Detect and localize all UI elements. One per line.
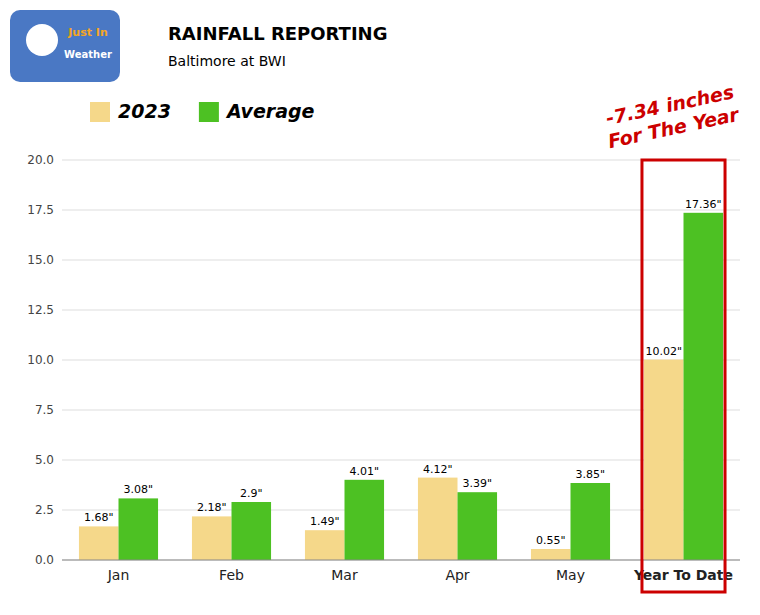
y-tick-label: 20.0	[27, 153, 54, 167]
y-tick-label: 0.0	[35, 553, 54, 567]
data-label: 0.55"	[536, 534, 566, 547]
data-label: 1.49"	[310, 515, 340, 528]
y-tick-label: 12.5	[27, 303, 54, 317]
grid-line	[62, 460, 740, 461]
x-tick-label: Apr	[445, 567, 469, 583]
data-label: 3.85"	[575, 468, 605, 481]
x-tick-label: Jan	[107, 567, 130, 583]
bars	[79, 213, 723, 560]
x-tick-label: Year To Date	[633, 567, 733, 583]
y-tick-label: 5.0	[35, 453, 54, 467]
logo-icon	[26, 24, 58, 56]
logo-text: Just In	[67, 26, 107, 39]
annotation-line: For The Year	[606, 103, 742, 152]
logo: Just In Weather	[10, 10, 120, 82]
bar	[458, 492, 498, 560]
data-label: 17.36"	[685, 198, 722, 211]
grid-line	[62, 560, 740, 561]
legend-label: 2023	[118, 100, 171, 122]
y-tick-label: 2.5	[35, 503, 54, 517]
chart: Just In Weather RAINFALL REPORTING Baltimor…	[0, 0, 760, 615]
data-label: 2.9"	[240, 487, 263, 500]
bar	[119, 498, 159, 560]
y-tick-label: 17.5	[27, 203, 54, 217]
grid-line	[62, 160, 740, 161]
legend-swatch	[90, 102, 110, 122]
x-tick-label: Mar	[331, 567, 358, 583]
bar	[192, 516, 232, 560]
grid-line	[62, 360, 740, 361]
bar	[305, 530, 345, 560]
data-label: 2.18"	[197, 501, 227, 514]
annotation: -7.34 inchesFor The Year	[601, 80, 742, 152]
data-label: 10.02"	[645, 345, 682, 358]
grid-line	[62, 310, 740, 311]
data-label: 4.12"	[423, 463, 453, 476]
highlight-box	[642, 160, 725, 592]
grid-line	[62, 260, 740, 261]
bar	[571, 483, 611, 560]
y-tick-label: 15.0	[27, 253, 54, 267]
legend-swatch	[199, 102, 219, 122]
logo-box	[10, 10, 120, 82]
data-label: 3.39"	[462, 477, 492, 490]
y-tick-label: 7.5	[35, 403, 54, 417]
y-axis: 0.0 2.5 5.0 7.5 10.0 12.5 15.0 17.5 20.0	[27, 153, 740, 567]
grid-line	[62, 210, 740, 211]
bar	[345, 480, 385, 560]
bar	[684, 213, 724, 560]
x-tick-label: May	[556, 567, 585, 583]
y-tick-label: 10.0	[27, 353, 54, 367]
bar	[232, 502, 272, 560]
grid-line	[62, 410, 740, 411]
logo-text: Weather	[64, 49, 112, 60]
x-axis-line	[62, 560, 740, 561]
data-label: 1.68"	[84, 511, 114, 524]
x-axis: Jan Feb Mar Apr May Year To Date	[62, 560, 740, 583]
x-tick-label: Feb	[219, 567, 244, 583]
data-label: 3.08"	[123, 483, 153, 496]
subtitle: Baltimore at BWI	[168, 53, 286, 69]
data-label: 4.01"	[349, 465, 379, 478]
bar	[644, 360, 684, 560]
bar	[79, 526, 119, 560]
legend-label: Average	[225, 100, 315, 122]
title: RAINFALL REPORTING	[168, 23, 387, 44]
bar	[531, 549, 571, 560]
data-labels: 1.68" 2.18" 1.49" 4.12" 0.55" 10.02" 3.08" 2.9"…	[84, 198, 722, 547]
bar	[418, 478, 458, 560]
grid-line	[62, 510, 740, 511]
legend: 2023 Average	[90, 100, 315, 122]
